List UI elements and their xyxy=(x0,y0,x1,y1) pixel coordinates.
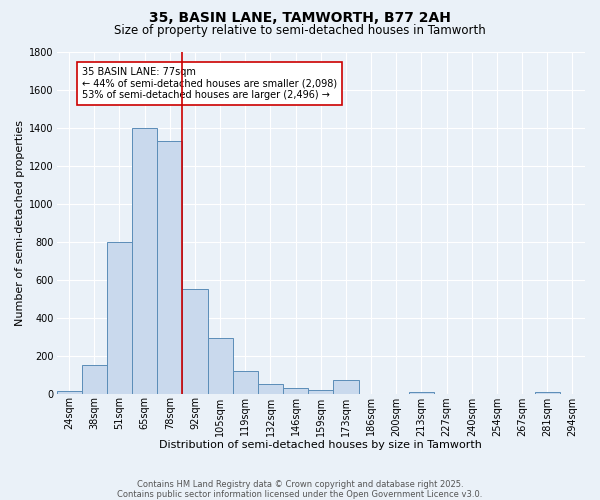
Text: Contains HM Land Registry data © Crown copyright and database right 2025.
Contai: Contains HM Land Registry data © Crown c… xyxy=(118,480,482,499)
Text: 35, BASIN LANE, TAMWORTH, B77 2AH: 35, BASIN LANE, TAMWORTH, B77 2AH xyxy=(149,11,451,25)
Bar xyxy=(334,380,359,394)
Bar xyxy=(157,141,182,394)
Text: Size of property relative to semi-detached houses in Tamworth: Size of property relative to semi-detach… xyxy=(114,24,486,37)
Bar xyxy=(107,242,132,394)
Bar xyxy=(208,338,233,394)
Bar xyxy=(409,392,434,394)
Bar xyxy=(308,390,334,394)
Bar xyxy=(56,390,82,394)
Text: 35 BASIN LANE: 77sqm
← 44% of semi-detached houses are smaller (2,098)
53% of se: 35 BASIN LANE: 77sqm ← 44% of semi-detac… xyxy=(82,66,337,100)
Bar xyxy=(535,392,560,394)
X-axis label: Distribution of semi-detached houses by size in Tamworth: Distribution of semi-detached houses by … xyxy=(160,440,482,450)
Bar xyxy=(283,388,308,394)
Bar xyxy=(233,371,258,394)
Bar xyxy=(82,365,107,394)
Bar xyxy=(182,289,208,394)
Y-axis label: Number of semi-detached properties: Number of semi-detached properties xyxy=(15,120,25,326)
Bar xyxy=(132,128,157,394)
Bar xyxy=(258,384,283,394)
